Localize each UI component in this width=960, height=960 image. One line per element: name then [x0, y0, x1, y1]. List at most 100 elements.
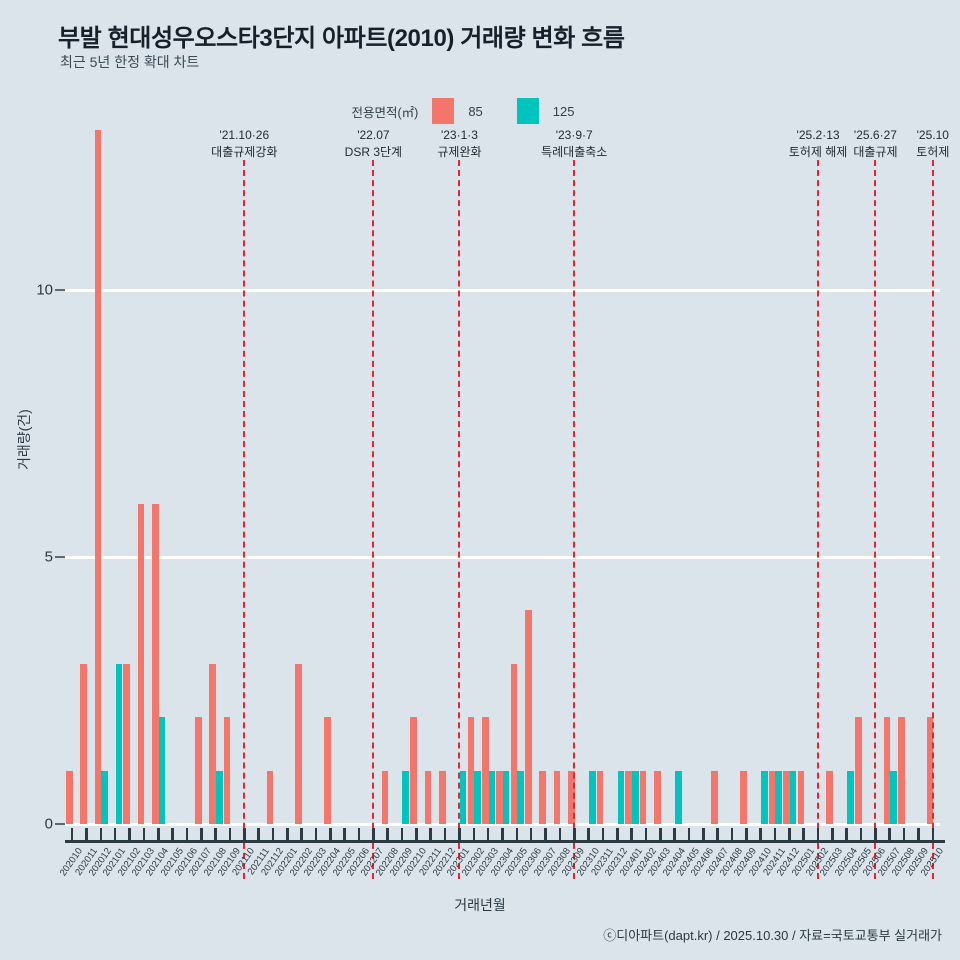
bar-202107-85[interactable]: [195, 717, 202, 824]
bar-202404-125[interactable]: [675, 770, 682, 824]
bar-202412-85[interactable]: [783, 770, 790, 824]
bar-202108-125[interactable]: [216, 770, 223, 824]
plot-area: 0 5 10 '21.10·26 대출규제강화 '22.07 DSR 3단계 '23·1·3 규…: [36, 127, 949, 879]
x-tick-mark: [658, 828, 662, 841]
bar-202103-85[interactable]: [137, 503, 145, 824]
x-tick-mark: [243, 828, 246, 841]
page-title: 부발 현대성우오스타3단지 아파트(2010) 거래량 변화 흐름: [58, 25, 625, 52]
y-tick-label: 10: [36, 281, 53, 299]
legend-swatch-85: [432, 98, 455, 124]
event-date: '23·9·7: [555, 128, 593, 142]
bar-202410-125[interactable]: [761, 770, 768, 824]
bar-202303-125[interactable]: [488, 770, 496, 824]
bar-202507-125[interactable]: [890, 770, 897, 824]
bar-202411-85[interactable]: [768, 770, 776, 824]
bar-202209-125[interactable]: [402, 770, 410, 824]
event-label-202506: '25.6·27 대출규제: [853, 127, 897, 161]
bar-202210-85[interactable]: [410, 717, 417, 824]
bar-202401-85[interactable]: [625, 770, 632, 824]
bar-202412-125[interactable]: [789, 770, 797, 824]
bar-202104-85[interactable]: [152, 503, 159, 824]
x-tick-mark: [859, 828, 863, 841]
bar-202505-85[interactable]: [854, 717, 862, 824]
bar-202104-125[interactable]: [158, 717, 166, 824]
bar-202202-85[interactable]: [295, 663, 303, 824]
bar-202304-85[interactable]: [496, 770, 503, 824]
bar-202208-85[interactable]: [381, 770, 389, 824]
x-tick-mark: [286, 828, 289, 841]
gridline: [65, 555, 940, 559]
bar-202101-125[interactable]: [115, 663, 123, 824]
bar-202403-85[interactable]: [654, 770, 661, 824]
x-tick-mark: [802, 828, 806, 841]
bar-202504-125[interactable]: [847, 770, 854, 824]
event-text: 대출규제강화: [211, 145, 278, 159]
bar-202011-85[interactable]: [80, 663, 87, 824]
bar-202507-85[interactable]: [883, 717, 891, 824]
bar-202112-85[interactable]: [266, 770, 274, 824]
bar-202312-125[interactable]: [617, 770, 625, 824]
event-text: 토허제: [916, 145, 950, 159]
bar-202012-125[interactable]: [101, 770, 108, 824]
bar-202302-125[interactable]: [474, 770, 481, 824]
x-tick-mark: [544, 828, 547, 841]
event-label-202309: '23·9·7 특례대출축소: [541, 127, 607, 161]
bar-202306-85[interactable]: [524, 610, 532, 824]
bar-202310-125[interactable]: [588, 770, 596, 824]
bar-202211-85[interactable]: [424, 770, 432, 824]
bar-202510-85[interactable]: [926, 717, 934, 824]
x-tick-mark: [99, 828, 103, 841]
bar-202010-85[interactable]: [65, 770, 73, 824]
bar-202305-125[interactable]: [517, 770, 524, 824]
x-tick-mark: [673, 828, 676, 841]
legend-item-85[interactable]: 85: [432, 98, 516, 124]
bar-202401-125[interactable]: [631, 770, 639, 824]
bar-202212-85[interactable]: [438, 770, 446, 824]
x-tick-mark: [386, 828, 390, 841]
x-tick-mark: [515, 828, 519, 841]
bar-202302-85[interactable]: [467, 717, 475, 824]
x-tick-mark: [730, 828, 734, 841]
x-tick-mark: [845, 828, 849, 841]
y-tick-mark: [55, 823, 65, 825]
y-tick-mark: [55, 289, 65, 292]
x-tick-mark: [400, 828, 404, 841]
bar-202204-85[interactable]: [324, 717, 331, 824]
bar-202309-85[interactable]: [568, 770, 575, 824]
bar-202304-125[interactable]: [502, 770, 510, 824]
bar-202508-85[interactable]: [897, 717, 905, 824]
bar-202311-85[interactable]: [596, 770, 604, 824]
x-tick-mark: [558, 828, 562, 841]
bar-202411-125[interactable]: [775, 770, 783, 824]
bar-202308-85[interactable]: [553, 770, 561, 824]
y-tick-label: 0: [44, 815, 53, 833]
bar-202307-85[interactable]: [539, 770, 546, 824]
bar-202503-85[interactable]: [826, 770, 833, 824]
bar-202409-85[interactable]: [740, 770, 747, 824]
bar-202402-85[interactable]: [639, 770, 647, 824]
x-tick-mark: [931, 828, 935, 841]
event-date: '23·1·3: [440, 128, 478, 142]
x-tick-mark: [902, 828, 906, 841]
x-tick-mark: [357, 828, 361, 841]
bar-202301-125[interactable]: [459, 770, 467, 824]
gridline: [65, 288, 940, 292]
bar-202305-85[interactable]: [510, 663, 518, 824]
x-tick-mark: [329, 828, 332, 841]
bar-202108-85[interactable]: [209, 663, 216, 824]
legend-item-125[interactable]: 125: [516, 98, 609, 124]
event-line-202110: [243, 160, 246, 879]
bar-202102-85[interactable]: [123, 663, 130, 824]
x-tick-mark: [486, 828, 490, 841]
bar-202012-85[interactable]: [94, 130, 102, 824]
bar-202501-85[interactable]: [797, 770, 805, 824]
event-text: 특례대출축소: [541, 145, 608, 159]
x-tick-mark: [429, 828, 433, 841]
legend-label-85: 85: [468, 103, 483, 119]
bar-202407-85[interactable]: [711, 770, 719, 824]
bar-202109-85[interactable]: [223, 717, 231, 824]
legend-label-125: 125: [552, 103, 575, 119]
x-tick-mark: [199, 828, 203, 841]
x-tick-mark: [917, 828, 920, 841]
bar-202303-85[interactable]: [481, 717, 489, 824]
